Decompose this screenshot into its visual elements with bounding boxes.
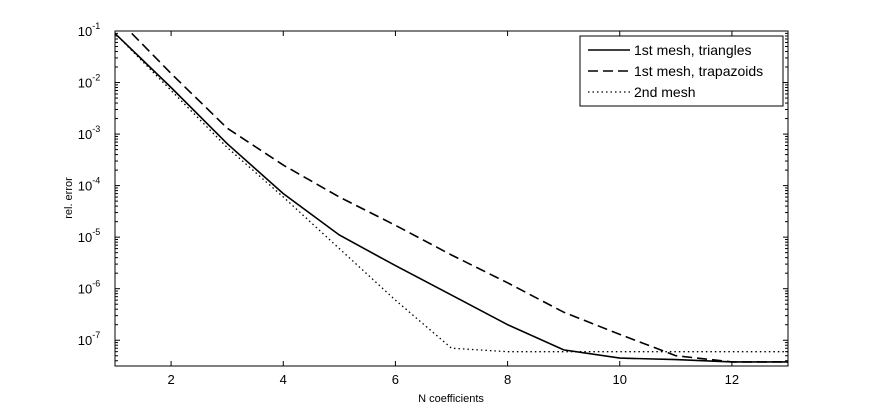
- series-line-2: [131, 32, 788, 363]
- x-axis-label: N coefficients: [418, 393, 484, 405]
- y-tick-label: 10-3: [78, 124, 100, 142]
- y-tick-label: 10-6: [78, 279, 100, 297]
- legend-box: [579, 35, 784, 107]
- x-tick-label: 2: [167, 372, 174, 387]
- y-tick-label: 10-4: [78, 176, 100, 194]
- series-layer: [114, 32, 788, 363]
- x-tick-label: 10: [613, 372, 627, 387]
- y-tick-label: 10-5: [78, 227, 100, 245]
- x-tick-label: 8: [504, 372, 511, 387]
- plot-frame: [114, 30, 789, 367]
- legend-label-2: 1st mesh, trapazoids: [634, 63, 763, 79]
- y-tick-label: 10-2: [78, 73, 100, 91]
- y-tick-label: 10-7: [78, 330, 100, 348]
- legend-label-1: 1st mesh, triangles: [634, 42, 752, 58]
- x-tick-label: 12: [725, 372, 739, 387]
- y-axis-label: rel. error: [63, 177, 75, 219]
- series-line-1: [114, 32, 788, 363]
- series-line-3: [114, 32, 788, 353]
- x-tick-label: 4: [280, 372, 287, 387]
- x-tick-label: 6: [392, 372, 399, 387]
- legend-label-3: 2nd mesh: [634, 84, 695, 100]
- y-tick-label: 10-1: [78, 21, 100, 39]
- ticks-layer: 2 4 6 8 10 12 10-7 10-6 10-5 10-4 10-3 10-2 10-1: [78, 21, 788, 387]
- legend: 1st mesh, triangles 1st mesh, trapazoids 2…: [579, 35, 784, 107]
